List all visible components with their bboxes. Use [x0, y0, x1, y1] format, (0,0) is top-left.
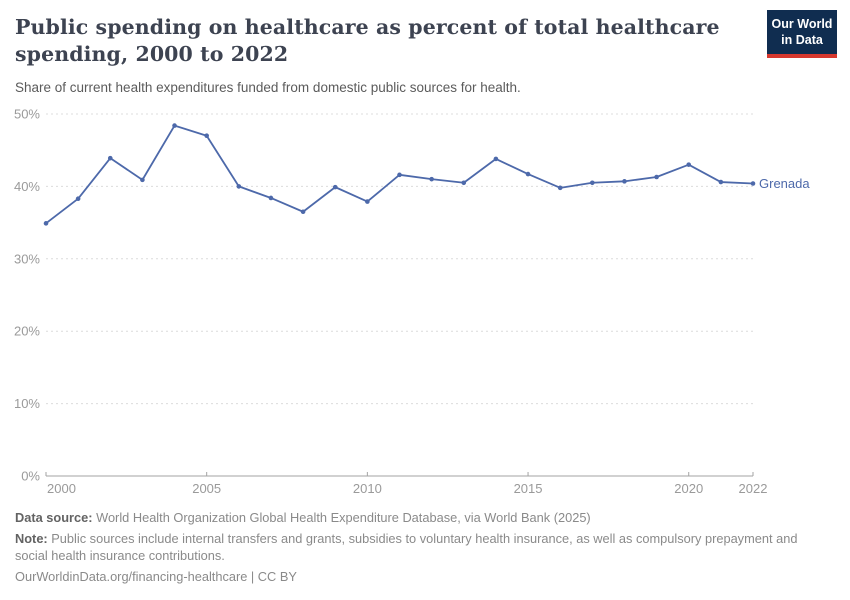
data-point[interactable] [75, 196, 81, 202]
data-source-line: Data source: World Health Organization G… [15, 510, 820, 526]
y-tick-label: 40% [14, 179, 40, 194]
data-point[interactable] [557, 185, 563, 191]
y-tick-label: 20% [14, 324, 40, 339]
chart-footer: Data source: World Health Organization G… [15, 510, 820, 591]
data-point[interactable] [268, 195, 274, 201]
data-point[interactable] [172, 123, 177, 128]
page-title: Public spending on healthcare as percent… [15, 14, 750, 69]
data-point[interactable] [750, 181, 756, 186]
data-point[interactable] [525, 171, 531, 177]
owid-logo-line1: Our World [771, 17, 833, 31]
note-label: Note: [15, 531, 48, 547]
line-chart-svg: 0% 10% 20% 30% 40% 50% 2000 2005 2010 2015 2020 202… [14, 107, 810, 497]
chart-header: Public spending on healthcare as percent… [15, 14, 750, 95]
x-tick-label: 2022 [739, 481, 768, 496]
data-point[interactable] [686, 162, 692, 167]
y-tick-label: 30% [14, 251, 40, 266]
data-point[interactable] [397, 172, 402, 178]
citation-link[interactable]: OurWorldinData.org/financing-healthcare … [15, 569, 297, 585]
y-tick-label: 50% [14, 107, 40, 122]
data-point[interactable] [204, 133, 209, 139]
data-point[interactable] [140, 177, 145, 183]
title-line-1: Public spending on healthcare as percent… [15, 15, 720, 39]
data-point[interactable] [654, 174, 659, 180]
note-line: Note: Public sources include internal tr… [15, 531, 820, 564]
data-point[interactable] [43, 221, 49, 226]
note-text: Public sources include internal transfer… [15, 531, 798, 563]
chart-subtitle: Share of current health expenditures fun… [15, 79, 521, 95]
series-end-label[interactable]: Grenada [759, 176, 810, 191]
data-point[interactable] [718, 179, 724, 185]
data-point[interactable] [590, 180, 595, 186]
title-line-2: spending, 2000 to 2022 [15, 42, 289, 67]
data-point[interactable] [461, 180, 467, 186]
x-tick-label: 2005 [192, 481, 221, 496]
data-point[interactable] [236, 184, 242, 189]
data-point[interactable] [300, 209, 306, 215]
y-tick-label: 0% [21, 469, 40, 484]
x-tick-label: 2010 [353, 481, 382, 496]
x-tick-label: 2020 [674, 481, 703, 496]
data-point[interactable] [493, 156, 499, 162]
owid-logo-line2: in Data [781, 32, 823, 47]
data-point[interactable] [365, 199, 370, 204]
y-tick-label: 10% [14, 396, 40, 411]
x-tick-label: 2015 [514, 481, 543, 496]
data-source-label: Data source: [15, 510, 93, 525]
data-point[interactable] [622, 179, 627, 184]
x-tick-label: 2000 [47, 481, 76, 496]
data-source-text: World Health Organization Global Health … [96, 510, 591, 525]
data-point[interactable] [107, 155, 113, 161]
owid-logo[interactable]: Our World in Data [767, 10, 837, 59]
data-point[interactable] [332, 184, 338, 190]
data-point[interactable] [429, 176, 434, 182]
